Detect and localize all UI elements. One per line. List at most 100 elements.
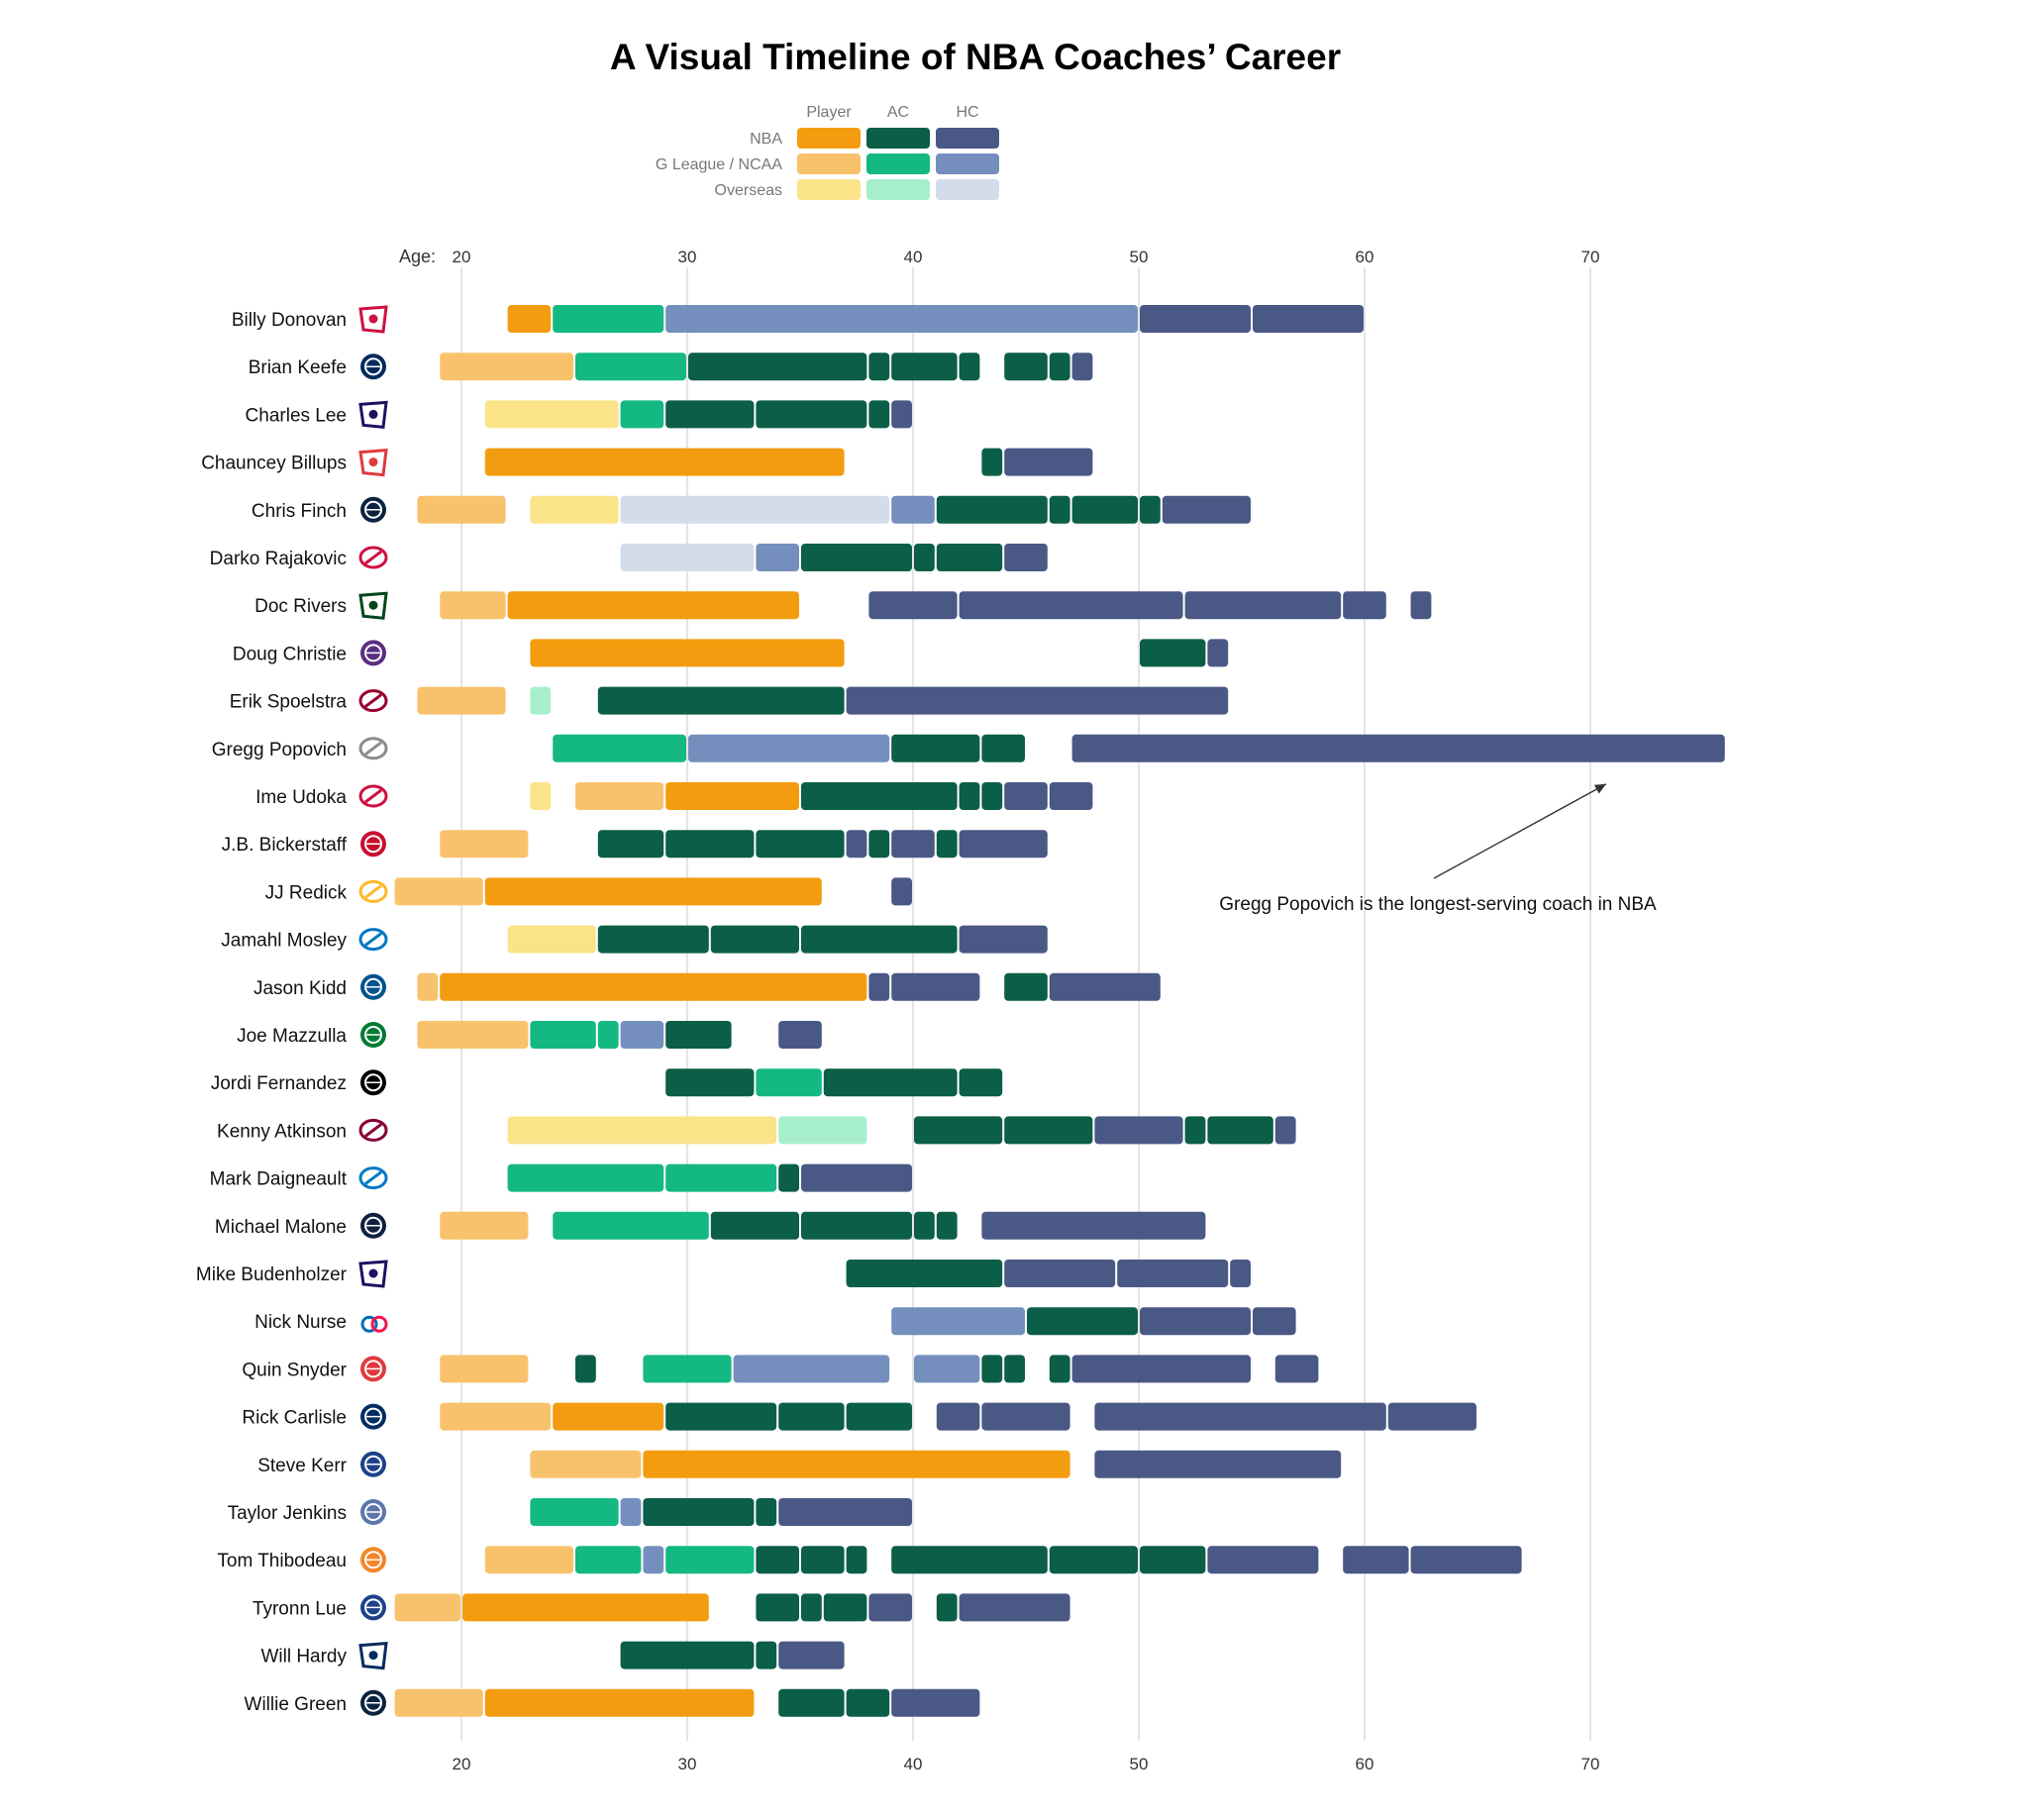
coach-row-nick-nurse: Nick Nurse [254,1307,1296,1336]
coach-name: Taylor Jenkins [228,1503,347,1524]
segment-hc-nba [981,1402,1070,1431]
segment-hc-nba [1253,1307,1296,1336]
coach-name: Mike Budenholzer [196,1264,348,1285]
trail-blazers-logo-icon [358,448,388,477]
legend-row-nba: NBA [750,131,782,148]
jazz-logo-icon [358,1641,388,1670]
segment-ac-nba [688,353,867,381]
segment-player-nba [462,1593,709,1622]
segment-ac-g-league-ncaa [530,1021,596,1049]
segment-hc-g-league-ncaa [620,1498,642,1526]
segment-ac-nba [936,830,958,859]
segment-player-g-league-ncaa [530,1450,642,1478]
coach-row-quin-snyder: Quin Snyder [242,1355,1319,1383]
segment-ac-nba [801,925,958,954]
cavaliers-logo-icon [358,1118,388,1142]
segment-ac-nba [1049,1546,1138,1574]
segment-ac-nba [959,353,980,381]
segment-hc-g-league-ncaa [756,544,799,571]
segment-ac-nba [981,448,1003,476]
annotation-arrow [1433,783,1607,879]
segment-hc-nba [846,830,867,859]
x-tick-bottom-70: 70 [1581,1755,1600,1773]
legend-row-overseas: Overseas [715,182,782,199]
coach-name: Joe Mazzulla [237,1026,347,1047]
segment-hc-nba [891,830,935,859]
coach-row-tyronn-lue: Tyronn Lue [253,1593,1070,1622]
segment-ac-g-league-ncaa [530,1498,619,1526]
segment-hc-nba [1071,353,1093,381]
x-tick-bottom-20: 20 [453,1755,471,1773]
segment-ac-nba [597,830,664,859]
thunder-logo-icon [358,1166,388,1190]
mavericks-logo-icon [360,973,386,1000]
coach-row-mike-budenholzer: Mike Budenholzer [196,1260,1251,1288]
segment-hc-nba [891,877,912,906]
segment-ac-g-league-ncaa [575,1546,642,1574]
segment-player-g-league-ncaa [440,1355,529,1383]
coach-name: Doug Christie [233,644,347,664]
segment-player-g-league-ncaa [440,830,529,859]
segment-hc-nba [1094,1450,1342,1478]
hawks-logo-icon [360,1356,386,1382]
segment-ac-nba [846,1546,867,1574]
coach-row-gregg-popovich: Gregg Popovich [212,734,1725,762]
segment-ac-nba [936,1211,958,1240]
coach-row-jj-redick: JJ Redick [265,877,912,906]
segment-hc-nba [778,1498,912,1526]
x-axis-top: Age: 20 30 40 50 60 70 [399,247,1599,266]
segment-player-nba [643,1450,1070,1478]
legend-header-player: Player [806,104,852,121]
segment-ac-nba [1207,1116,1273,1145]
coach-row-mark-daigneault: Mark Daigneault [210,1163,912,1192]
segment-player-nba [484,1688,755,1717]
segment-ac-nba [756,830,845,859]
segment-ac-nba [778,1402,845,1431]
coach-name: Mark Daigneault [210,1169,348,1190]
legend-row-g-league-ncaa: G League / NCAA [656,156,782,173]
grizzlies-logo-icon [360,1499,386,1525]
knicks-logo-icon [360,1547,386,1573]
segment-hc-nba [1343,591,1386,620]
coach-name: Rick Carlisle [242,1408,347,1429]
legend-swatch-nba-player [797,128,861,149]
legend-swatch-nba-ac [866,128,930,149]
segment-ac-nba [710,925,799,954]
segment-ac-nba [801,544,912,571]
segment-player-nba [484,877,822,906]
segment-hc-nba [1004,1260,1116,1287]
coach-name: Jamahl Mosley [221,931,347,952]
segment-hc-nba [959,591,1183,620]
coach-row-erik-spoelstra: Erik Spoelstra [230,686,1229,715]
segment-hc-nba [801,1163,912,1192]
segment-hc-nba [778,1641,845,1669]
bucks-logo-icon [358,591,388,620]
segment-player-nba [665,782,799,810]
segment-ac-nba [1140,639,1206,667]
segment-ac-g-league-ncaa [643,1355,732,1383]
segment-player-nba [484,448,845,476]
segment-hc-nba [1274,1355,1319,1383]
warriors-logo-icon [360,1451,386,1477]
segment-hc-nba [1387,1402,1476,1431]
coach-name: Tom Thibodeau [217,1551,347,1571]
segment-ac-nba [710,1211,799,1240]
segment-ac-nba [936,544,1003,571]
segment-hc-nba [1094,1402,1386,1431]
segment-player-nba [507,305,552,333]
segment-hc-nba [868,591,958,620]
segment-ac-overseas [778,1116,867,1145]
segment-hc-g-league-ncaa [891,1307,1025,1336]
clippers-logo-icon [360,1594,386,1621]
segment-hc-nba [959,1593,1070,1622]
coach-row-doug-christie: Doug Christie [233,639,1229,667]
segment-ac-nba [868,830,890,859]
coach-row-tom-thibodeau: Tom Thibodeau [217,1546,1522,1574]
segment-hc-g-league-ncaa [914,1355,980,1383]
segment-player-g-league-ncaa [440,591,506,620]
coach-row-darko-rajakovic: Darko Rajakovic [210,544,1048,571]
segment-ac-nba [1140,1546,1206,1574]
coach-name: Kenny Atkinson [217,1121,347,1142]
segment-player-overseas [507,1116,777,1145]
